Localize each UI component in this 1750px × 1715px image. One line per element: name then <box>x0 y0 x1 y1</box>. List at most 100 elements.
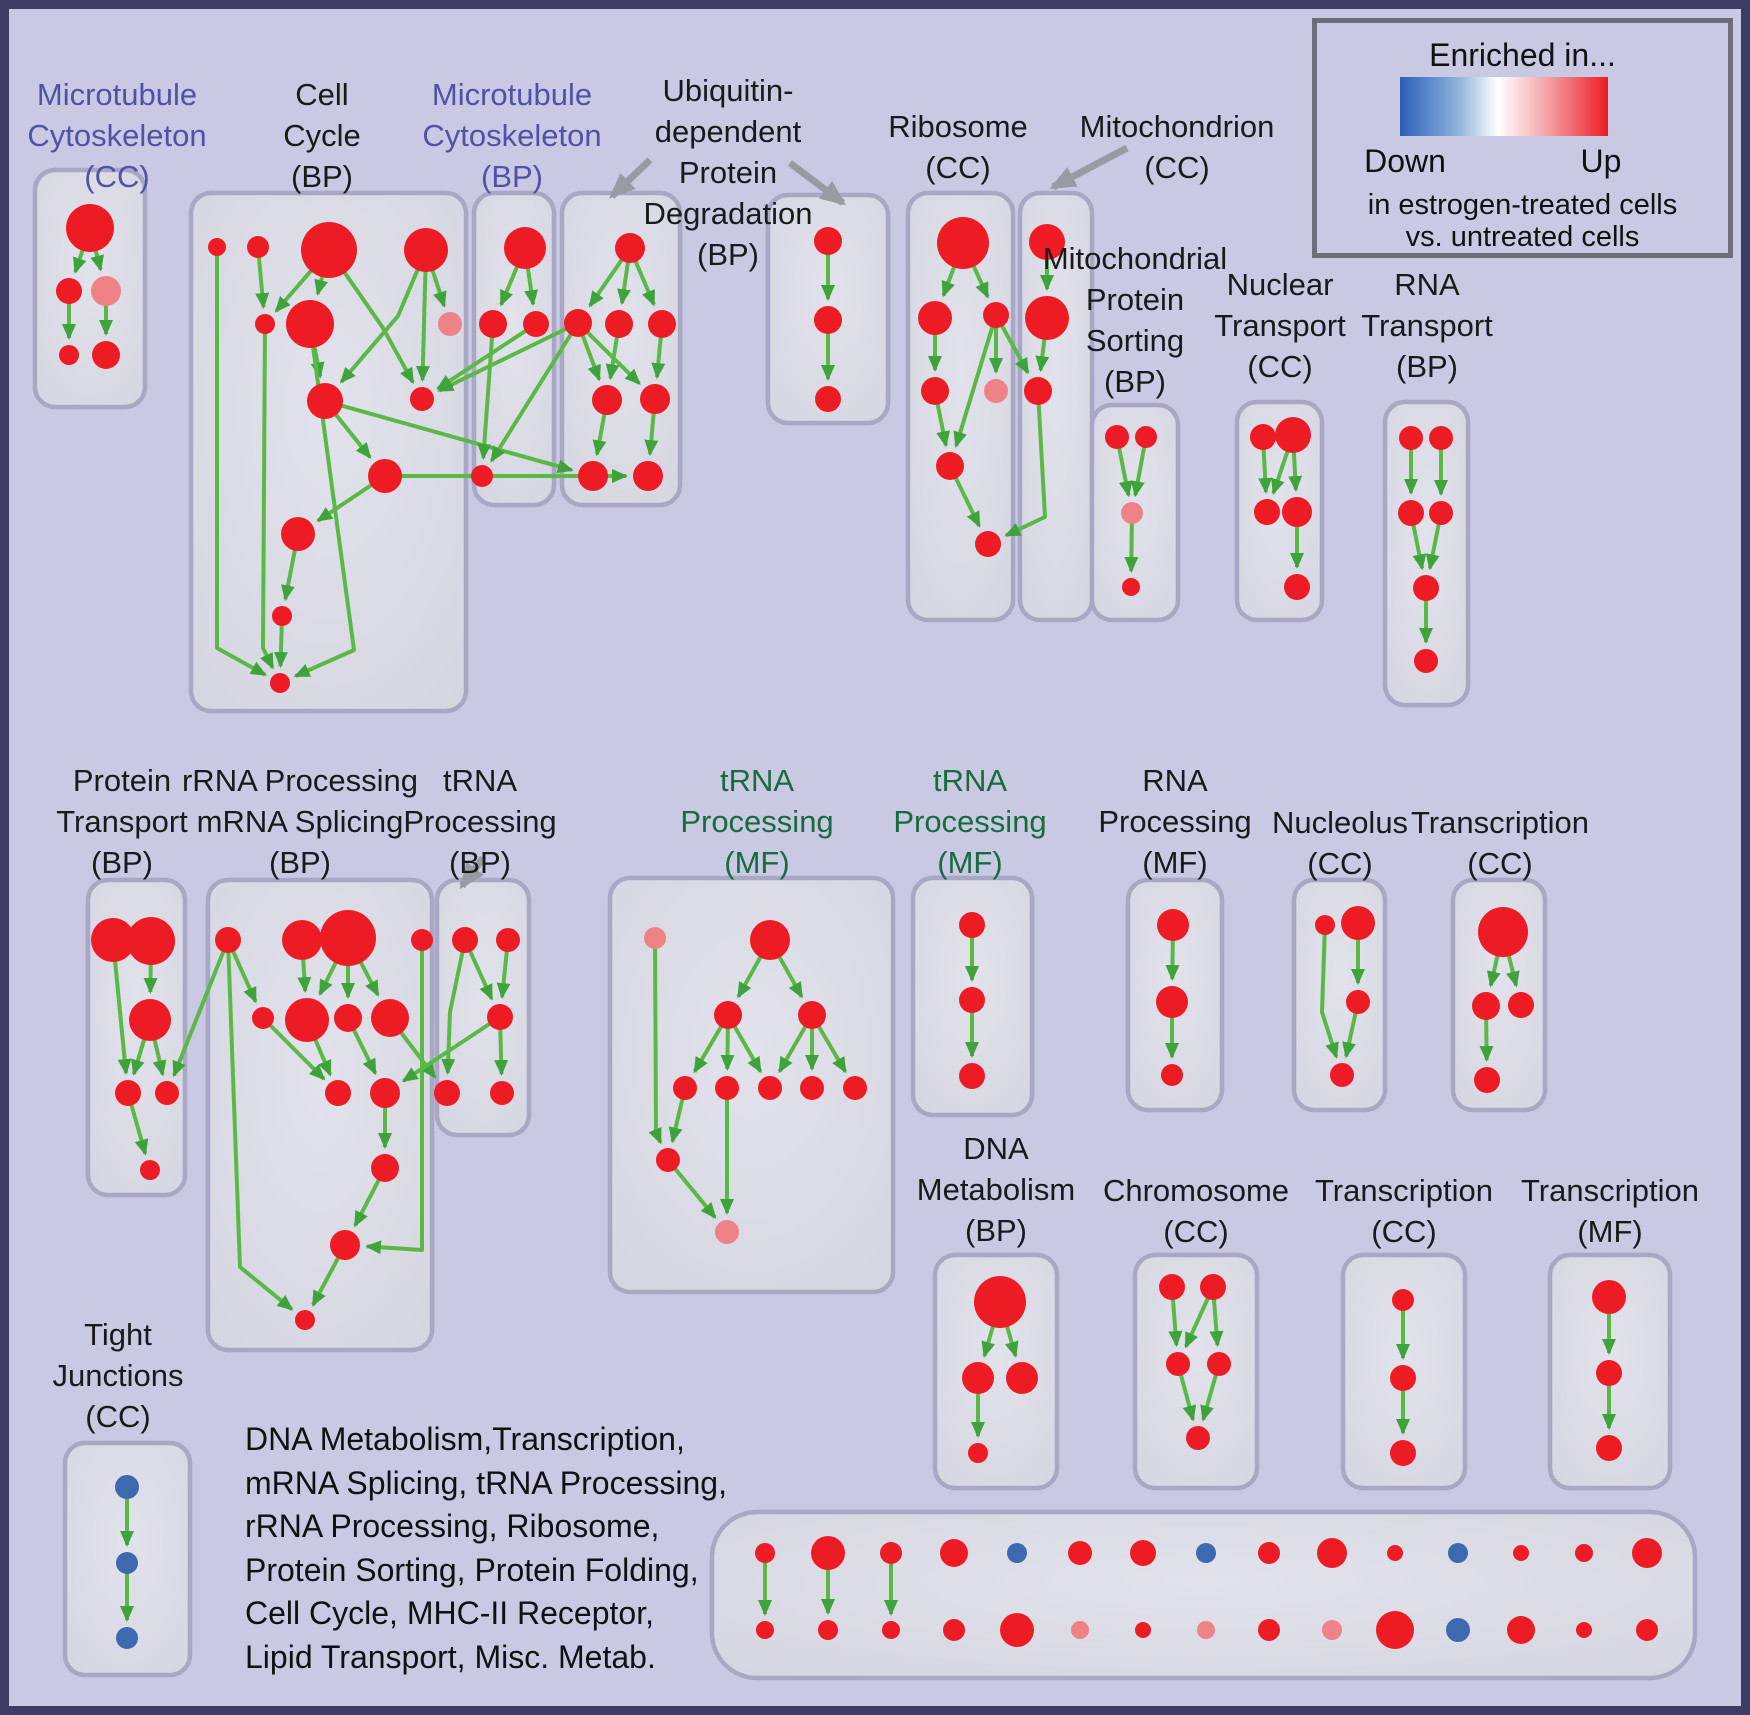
go-term-node-up <box>252 1007 274 1029</box>
misc-cluster-list-text: DNA Metabolism,Transcription, mRNA Splici… <box>245 1418 727 1679</box>
go-term-node-up <box>1025 296 1069 340</box>
go-term-node-weak-up <box>984 379 1008 403</box>
label-trna-processing-bp: tRNA Processing (BP) <box>403 760 556 883</box>
label-line: (BP) <box>1104 364 1166 399</box>
label-rna-processing-mf: RNA Processing (MF) <box>1098 760 1251 883</box>
misc-text-line: Protein Sorting, Protein Folding, <box>245 1551 699 1588</box>
go-term-node-up <box>1636 1619 1658 1641</box>
label-line: Metabolism <box>916 1172 1076 1207</box>
go-term-node-up <box>943 1619 965 1641</box>
go-term-node-down <box>116 1627 138 1649</box>
label-mitochondrial-protein-sorting-bp: Mitochondrial Protein Sorting (BP) <box>1043 238 1227 402</box>
go-term-node-up <box>155 1081 179 1105</box>
go-term-node-up <box>1135 426 1157 448</box>
label-line: tRNA <box>442 763 518 798</box>
go-term-node-up <box>1413 575 1439 601</box>
go-term-node-up <box>295 1310 315 1330</box>
label-line: (CC) <box>1247 349 1313 384</box>
go-term-node-up <box>1576 1622 1592 1638</box>
go-term-node-down <box>1448 1543 1468 1563</box>
go-term-node-up <box>281 517 315 551</box>
go-term-node-up <box>974 1276 1026 1328</box>
go-term-node-up <box>320 910 376 966</box>
go-term-node-up <box>368 459 402 493</box>
edge-arrow <box>436 322 538 391</box>
edge-arrow <box>1320 924 1339 1059</box>
label-line: Transcription <box>1314 1173 1494 1208</box>
go-term-node-up <box>92 341 120 369</box>
go-term-node-up <box>1387 1545 1403 1561</box>
label-trna-processing-mf-2: tRNA Processing (MF) <box>893 760 1046 883</box>
go-term-node-up <box>1275 417 1311 453</box>
pointer-arrows <box>459 144 1129 890</box>
box-chromosome-cc <box>1132 1252 1260 1491</box>
label-line: (MF) <box>1142 845 1208 880</box>
label-protein-transport-bp: Protein Transport (BP) <box>56 760 188 883</box>
label-line: (BP) <box>90 845 153 880</box>
label-line: DNA <box>963 1131 1029 1166</box>
go-term-node-up <box>490 1081 514 1105</box>
label-mitochondrion-cc: Mitochondrion (CC) <box>1080 106 1275 188</box>
go-term-node-up <box>371 999 409 1037</box>
edge-arrow <box>172 939 230 1078</box>
go-term-node-up <box>1575 1544 1593 1562</box>
go-term-node-up <box>656 1148 680 1172</box>
go-term-node-up <box>452 927 478 953</box>
go-term-node-up <box>959 987 985 1013</box>
label-trna-processing-mf-1: tRNA Processing (MF) <box>680 760 833 883</box>
legend-up-label: Up <box>1580 143 1622 179</box>
label-line: mRNA Splicing <box>196 804 404 839</box>
legend-subtitle-line2: vs. untreated cells <box>1405 221 1640 253</box>
go-term-node-up <box>286 300 334 348</box>
label-line: Nucleolus <box>1271 805 1409 840</box>
go-term-node-up <box>800 1076 824 1100</box>
edge-arrow <box>327 248 415 385</box>
label-line: (CC) <box>1307 846 1373 881</box>
label-line: Processing <box>680 804 834 839</box>
label-line: (BP) <box>697 237 759 272</box>
go-term-node-up <box>843 1076 867 1100</box>
go-term-node-up <box>1596 1360 1622 1386</box>
edge-arrow <box>441 939 467 1075</box>
label-line: Mitochondrion <box>1079 109 1275 144</box>
go-term-node-up <box>270 673 290 693</box>
label-line: (MF) <box>724 845 790 880</box>
go-term-node-up <box>1135 1622 1151 1638</box>
go-term-node-up <box>798 1001 826 1029</box>
go-term-node-up <box>1472 992 1500 1020</box>
go-term-node-up <box>334 1004 362 1032</box>
label-line: (BP) <box>448 845 511 880</box>
label-line: Transcription <box>1520 1173 1700 1208</box>
label-line: (CC) <box>1144 150 1210 185</box>
go-term-node-up <box>56 278 82 304</box>
label-line: Transport <box>1361 308 1493 343</box>
go-term-node-up <box>479 310 507 338</box>
go-term-node-up <box>504 227 546 269</box>
label-nuclear-transport-cc: Nuclear Transport (CC) <box>1214 264 1346 387</box>
label-microtubule-cytoskeleton-cc: Microtubule Cytoskeleton (CC) <box>27 74 206 197</box>
go-term-node-up <box>1596 1435 1622 1461</box>
edge-arrow <box>1004 390 1047 538</box>
label-line: (MF) <box>937 845 1003 880</box>
edge-arrow <box>477 323 495 460</box>
label-line: Protein <box>1085 282 1185 317</box>
go-term-node-up <box>1207 1352 1231 1376</box>
go-term-node-up <box>115 1080 141 1106</box>
go-term-node-up <box>1414 649 1438 673</box>
label-rna-transport-bp: RNA Transport (BP) <box>1361 264 1493 387</box>
go-term-node-up <box>640 384 670 414</box>
label-line: (CC) <box>84 159 150 194</box>
go-term-node-up <box>983 302 1009 328</box>
go-term-node-up <box>673 1076 697 1100</box>
go-term-node-up <box>1161 1064 1183 1086</box>
label-line: Cytoskeleton <box>27 118 207 153</box>
go-term-node-up <box>750 920 790 960</box>
go-term-node-up <box>1632 1538 1662 1568</box>
misc-text-line: DNA Metabolism,Transcription, <box>245 1421 685 1457</box>
edge-arrow <box>226 939 294 1311</box>
go-term-node-up <box>496 928 520 952</box>
go-term-node-up <box>404 228 448 272</box>
go-term-node-up <box>1508 992 1534 1018</box>
